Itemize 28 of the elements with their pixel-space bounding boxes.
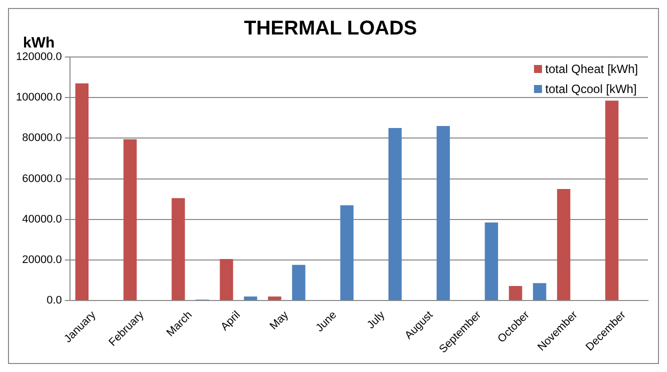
bar bbox=[508, 286, 522, 300]
bar bbox=[75, 83, 89, 300]
y-tick-label: 60000.0 bbox=[22, 172, 62, 185]
bar bbox=[123, 139, 137, 300]
y-tick-label: 20000.0 bbox=[22, 254, 62, 266]
bar bbox=[436, 126, 450, 300]
legend-label: total Qheat [kWh] bbox=[545, 61, 638, 78]
chart-title: THERMAL LOADS bbox=[244, 18, 417, 40]
bar bbox=[388, 128, 402, 300]
y-tick-label: 120000.0 bbox=[16, 51, 62, 64]
bar bbox=[340, 205, 354, 300]
bar bbox=[292, 264, 306, 300]
y-tick-label: 100000.0 bbox=[16, 92, 62, 104]
x-tick-label: May bbox=[268, 308, 292, 332]
x-tick-label: July bbox=[364, 308, 388, 332]
bar bbox=[244, 296, 258, 300]
y-axis-title: kWh bbox=[23, 34, 55, 52]
bar bbox=[557, 188, 570, 300]
bar bbox=[532, 283, 546, 300]
bar bbox=[484, 222, 498, 300]
y-tick-label: 40000.0 bbox=[22, 213, 62, 226]
bar bbox=[268, 296, 282, 300]
y-tick-label: 0.0 bbox=[46, 294, 62, 307]
bar bbox=[172, 198, 185, 300]
y-tick-label: 80000.0 bbox=[22, 132, 62, 144]
legend-label: total Qcool [kWh] bbox=[545, 81, 637, 98]
bar bbox=[605, 100, 618, 300]
bar bbox=[220, 259, 234, 300]
